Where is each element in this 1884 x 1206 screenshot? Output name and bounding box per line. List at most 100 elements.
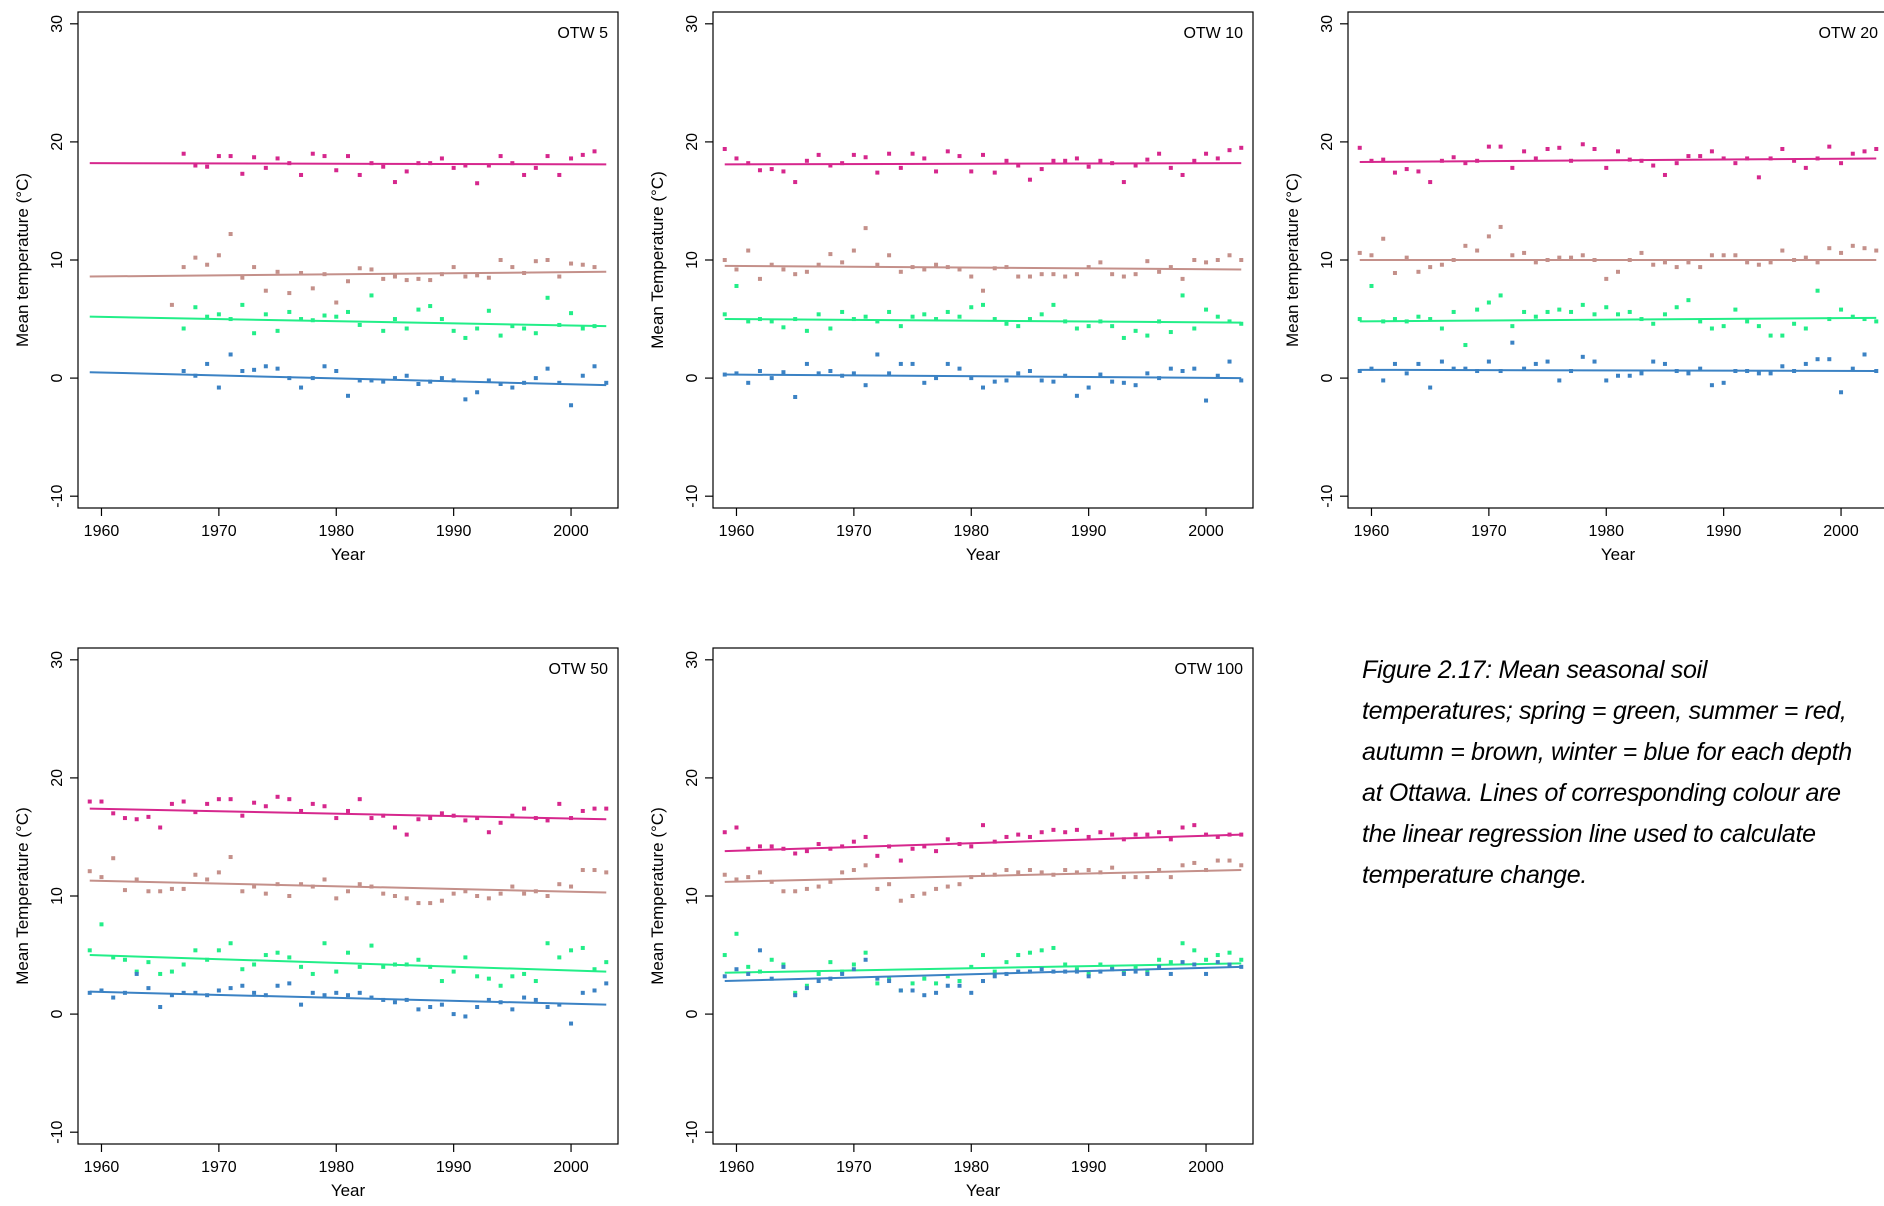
data-point-summer (1780, 146, 1785, 151)
series-winter (89, 352, 609, 408)
data-point-spring (1110, 324, 1115, 329)
data-point-spring (910, 981, 915, 986)
data-point-autumn (263, 288, 268, 293)
y-tick-label: 10 (49, 251, 66, 269)
data-point-spring (486, 976, 491, 981)
x-axis-title: Year (966, 1181, 1001, 1200)
data-point-winter (1121, 971, 1126, 976)
data-point-winter (205, 361, 210, 366)
data-point-spring (1039, 312, 1044, 317)
data-point-autumn (957, 267, 962, 272)
regression-line-winter (89, 990, 607, 1006)
data-point-winter (875, 352, 880, 357)
data-point-summer (592, 806, 597, 811)
data-point-winter (1604, 378, 1609, 383)
data-point-autumn (510, 265, 515, 270)
data-point-summer (1051, 158, 1056, 163)
data-point-autumn (310, 884, 315, 889)
data-point-summer (757, 844, 762, 849)
data-point-spring (722, 953, 727, 958)
data-point-spring (181, 326, 186, 331)
data-point-spring (1428, 317, 1433, 322)
data-point-winter (769, 976, 774, 981)
data-point-spring (439, 979, 444, 984)
data-point-spring (1051, 945, 1056, 950)
data-point-spring (1192, 948, 1197, 953)
data-point-autumn (111, 856, 116, 861)
chart-panel-1: 1960 1970 1980 1990 2000 -10 0 10 20 30 Year Mean T… (648, 11, 1254, 564)
data-point-autumn (404, 896, 409, 901)
data-point-autumn (169, 886, 174, 891)
data-point-autumn (369, 267, 374, 272)
data-point-spring (1439, 326, 1444, 331)
data-point-autumn (945, 265, 950, 270)
data-point-summer (205, 801, 210, 806)
data-point-spring (1745, 319, 1750, 324)
data-point-summer (1074, 156, 1079, 161)
chart-panel-4: 1960 1970 1980 1990 2000 -10 0 10 20 30 Year Mean T… (648, 647, 1254, 1200)
data-point-spring (1639, 317, 1644, 322)
data-point-spring (1522, 309, 1527, 314)
data-point-spring (1086, 971, 1091, 976)
data-point-spring (510, 974, 515, 979)
data-point-summer (804, 158, 809, 163)
data-point-spring (816, 312, 821, 317)
data-point-winter (1428, 385, 1433, 390)
data-point-winter (181, 990, 186, 995)
x-tick-label: 1990 (436, 1159, 472, 1176)
data-point-spring (240, 302, 245, 307)
data-point-winter (1686, 371, 1691, 376)
data-point-winter (1180, 960, 1185, 965)
data-point-autumn (533, 889, 538, 894)
data-point-autumn (428, 901, 433, 906)
data-point-summer (1662, 172, 1667, 177)
figure-caption: Figure 2.17: Mean seasonal soil temperat… (1362, 656, 1852, 889)
data-point-spring (1709, 326, 1714, 331)
data-point-winter (992, 974, 997, 979)
data-point-winter (522, 380, 527, 385)
data-point-autumn (1686, 260, 1691, 265)
data-point-spring (228, 317, 233, 322)
data-point-autumn (1369, 253, 1374, 258)
data-point-winter (498, 1000, 503, 1005)
data-point-summer (769, 844, 774, 849)
data-point-winter (1745, 369, 1750, 374)
data-point-summer (604, 806, 609, 811)
data-point-spring (369, 943, 374, 948)
data-point-autumn (1874, 248, 1879, 253)
data-point-winter (1475, 369, 1480, 374)
data-point-autumn (816, 262, 821, 267)
data-point-autumn (1192, 860, 1197, 865)
data-point-summer (181, 151, 186, 156)
data-point-summer (522, 172, 527, 177)
data-point-spring (1698, 319, 1703, 324)
data-point-winter (475, 390, 480, 395)
data-point-summer (922, 844, 927, 849)
data-point-spring (451, 328, 456, 333)
data-point-winter (346, 993, 350, 998)
data-point-winter (99, 988, 104, 993)
data-point-winter (734, 967, 739, 972)
data-point-spring (957, 979, 962, 984)
data-point-spring (910, 314, 915, 319)
data-point-winter (228, 352, 233, 357)
data-point-autumn (1239, 863, 1244, 868)
data-point-autumn (1498, 224, 1503, 229)
data-point-spring (1063, 319, 1068, 324)
data-point-summer (1063, 830, 1068, 835)
data-point-autumn (1180, 863, 1185, 868)
data-point-autumn (1510, 253, 1515, 258)
data-point-spring (793, 317, 798, 322)
x-axis-title: Year (331, 545, 366, 564)
data-point-spring (193, 305, 198, 310)
data-point-spring (346, 309, 350, 314)
regression-line-autumn (89, 879, 607, 894)
x-tick-label: 2000 (553, 1159, 589, 1176)
data-point-spring (557, 322, 562, 327)
data-point-summer (1180, 172, 1185, 177)
data-point-autumn (240, 275, 245, 280)
series-winter (1357, 340, 1879, 395)
data-point-spring (263, 312, 268, 317)
x-tick-label: 1990 (436, 523, 472, 540)
data-point-summer (945, 837, 950, 842)
